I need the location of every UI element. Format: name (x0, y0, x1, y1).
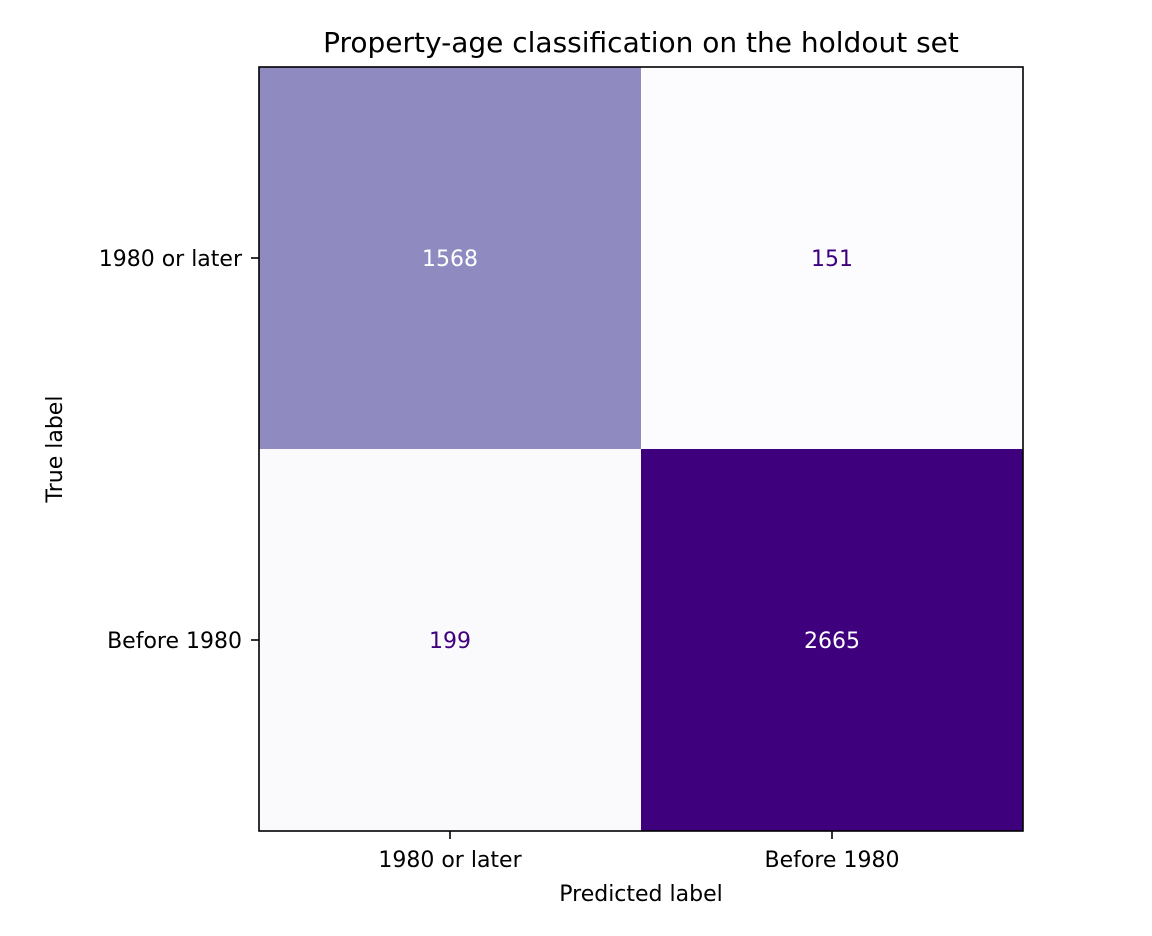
x-axis-ticks: 1980 or later Before 1980 (378, 831, 899, 873)
y-tick-label: Before 1980 (107, 629, 242, 654)
y-tick-label: 1980 or later (99, 247, 243, 272)
plot-frame (258, 66, 1024, 832)
matrix-cell-r0-c1 (641, 67, 1023, 449)
x-axis-label: Predicted label (559, 882, 722, 907)
cell-value-r1-c1: 2665 (804, 629, 860, 654)
matrix-cell-r1-c0 (259, 449, 641, 831)
y-axis-ticks: 1980 or later Before 1980 (99, 247, 259, 654)
cell-value-r1-c0: 199 (429, 629, 471, 654)
matrix-cell-labels: 1568 151 199 2665 (422, 247, 860, 654)
chart-title: Property-age classification on the holdo… (323, 26, 959, 59)
x-tick-label: Before 1980 (765, 848, 900, 873)
y-axis-label: True label (43, 396, 68, 504)
cell-value-r0-c1: 151 (811, 247, 853, 272)
cell-value-r0-c0: 1568 (422, 247, 478, 272)
matrix-cell-r0-c0 (259, 67, 641, 449)
matrix-cell-r1-c1 (641, 449, 1023, 831)
matrix-cells (259, 67, 1023, 831)
x-tick-label: 1980 or later (378, 848, 522, 873)
